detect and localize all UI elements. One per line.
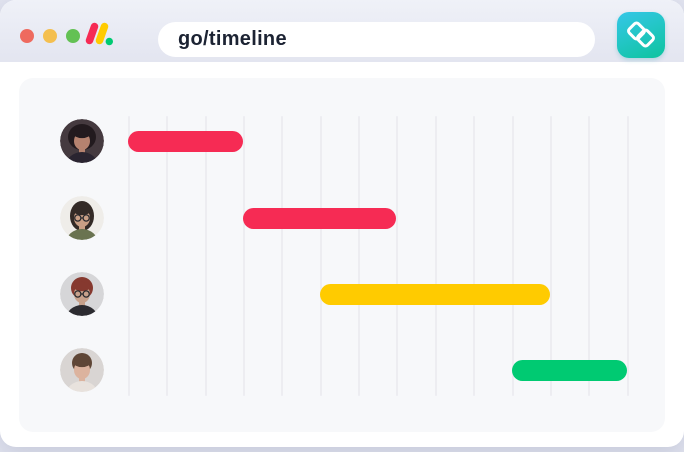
gridline [281,116,284,396]
url-text: go/timeline [178,28,287,50]
gridline [396,116,399,396]
browser-chrome: go/timeline [0,0,684,62]
gridline [166,116,169,396]
interlocked-diamonds-glyph [627,21,655,48]
gridline [511,116,514,396]
gridline [243,116,246,396]
user-avatar-person-glasses-auburn-hair[interactable] [60,272,104,316]
minimize-button[interactable] [43,29,57,43]
url-bar[interactable]: go/timeline [158,22,595,57]
timeline-panel [19,78,665,432]
gridline [588,116,591,396]
timeline-bar[interactable] [128,130,244,152]
timeline-bar[interactable] [319,283,550,305]
gridline [358,116,361,396]
gridline [626,116,629,396]
gridline [319,116,322,396]
gridline [128,116,130,396]
user-avatar-woman-dark-curly-hair[interactable] [60,119,104,163]
close-button[interactable] [20,29,34,43]
extension-app-icon[interactable] [617,12,665,58]
gridline [434,116,437,396]
gridline [204,116,207,396]
zoom-button[interactable] [66,29,80,43]
user-avatar-woman-long-hair-glasses[interactable] [60,196,104,240]
timeline-bar[interactable] [511,359,627,381]
user-avatar-woman-updo-hair[interactable] [60,348,104,392]
gridline [473,116,476,396]
timeline-bar[interactable] [243,207,397,229]
gridline [549,116,552,396]
monday-logo-icon [85,22,113,48]
